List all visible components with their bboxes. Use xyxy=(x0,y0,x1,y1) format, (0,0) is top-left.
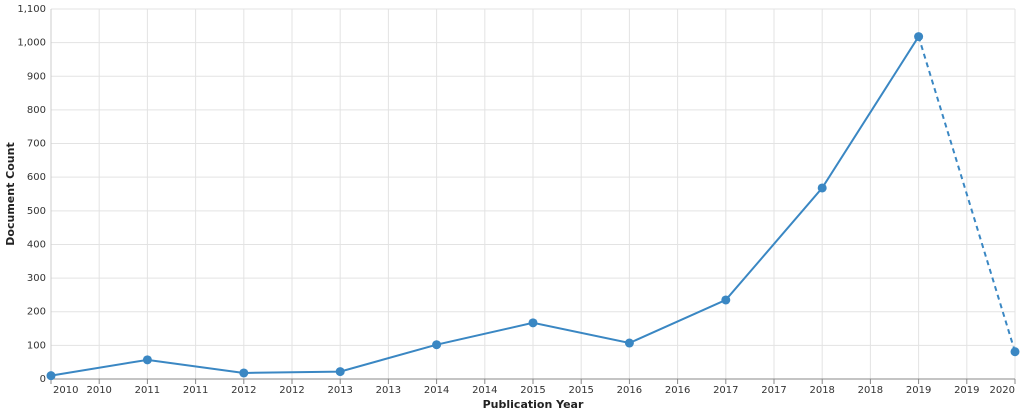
y-tick-label: 300 xyxy=(27,273,46,284)
x-tick-label: 2014 xyxy=(472,385,497,396)
x-tick-label: 2020 xyxy=(990,385,1015,396)
x-tick-label: 2014 xyxy=(424,385,449,396)
data-point xyxy=(432,340,442,350)
x-tick-label: 2019 xyxy=(954,385,979,396)
y-tick-label: 0 xyxy=(40,374,46,385)
y-tick-label: 1,000 xyxy=(17,38,46,49)
x-tick-label: 2017 xyxy=(761,385,786,396)
x-tick-label: 2016 xyxy=(617,385,642,396)
x-tick-label: 2013 xyxy=(327,385,352,396)
data-point xyxy=(1010,347,1020,357)
data-point xyxy=(817,183,827,193)
x-tick-label: 2013 xyxy=(376,385,401,396)
data-point xyxy=(528,318,538,328)
y-tick-label: 900 xyxy=(27,71,46,82)
y-tick-label: 800 xyxy=(27,105,46,116)
data-point xyxy=(46,371,56,381)
x-tick-label: 2015 xyxy=(520,385,545,396)
x-tick-label: 2015 xyxy=(568,385,593,396)
data-point xyxy=(239,368,249,378)
y-tick-label: 700 xyxy=(27,139,46,150)
y-tick-label: 200 xyxy=(27,307,46,318)
y-tick-label: 100 xyxy=(27,340,46,351)
series-line xyxy=(917,36,1016,353)
x-tick-label: 2012 xyxy=(231,385,256,396)
x-tick-label: 2011 xyxy=(135,385,160,396)
x-axis-title: Publication Year xyxy=(483,398,584,411)
y-tick-label: 400 xyxy=(27,239,46,250)
x-tick-label: 2018 xyxy=(809,385,834,396)
data-point xyxy=(335,367,345,377)
data-point xyxy=(721,295,731,305)
x-tick-label: 2018 xyxy=(858,385,883,396)
data-point xyxy=(914,32,924,42)
x-tick-label: 2019 xyxy=(906,385,931,396)
data-point xyxy=(142,355,152,365)
y-tick-label: 1,100 xyxy=(17,4,46,15)
y-tick-label: 500 xyxy=(27,206,46,217)
x-tick-label: 2010 xyxy=(86,385,111,396)
x-tick-label: 2010 xyxy=(53,385,78,396)
series-line xyxy=(50,36,920,377)
y-axis-title: Document Count xyxy=(4,142,17,245)
y-tick-label: 600 xyxy=(27,172,46,183)
data-point xyxy=(624,338,634,348)
x-tick-label: 2011 xyxy=(183,385,208,396)
x-tick-label: 2016 xyxy=(665,385,690,396)
x-tick-label: 2017 xyxy=(713,385,738,396)
x-tick-label: 2012 xyxy=(279,385,304,396)
